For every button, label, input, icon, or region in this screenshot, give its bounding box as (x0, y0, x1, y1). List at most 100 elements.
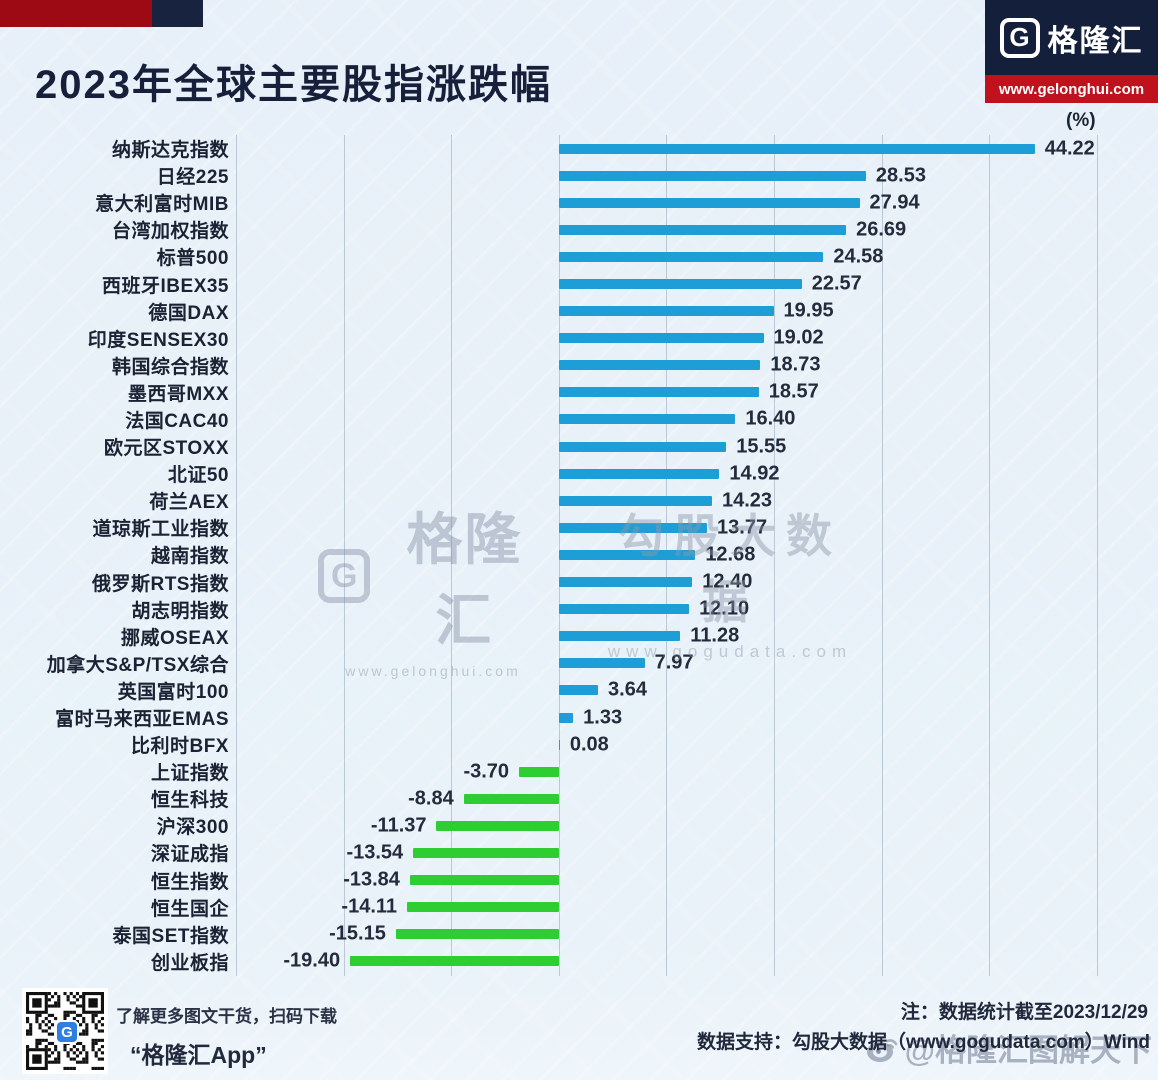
value-label: 12.68 (705, 543, 756, 566)
value-label: 12.40 (702, 570, 753, 593)
index-label: 意大利富时MIB (95, 194, 229, 216)
index-bar (558, 170, 866, 181)
index-label: 沪深300 (156, 817, 229, 839)
row-plot: -11.37 (236, 812, 1140, 839)
index-bar (558, 522, 708, 533)
chart-row: 韩国综合指数 18.73 (0, 352, 1158, 379)
value-label: 1.33 (583, 706, 623, 729)
chart-row: 西班牙IBEX35 22.57 (0, 270, 1158, 297)
index-label: 纳斯达克指数 (111, 140, 229, 162)
chart-row: 沪深300 -11.37 (0, 812, 1158, 839)
index-label: 加拿大S&P/TSX综合 (46, 654, 229, 676)
row-plot: 26.69 (236, 216, 1140, 243)
row-plot: 28.53 (236, 162, 1140, 189)
row-plot: 18.73 (236, 352, 1140, 379)
index-bar (558, 251, 824, 262)
row-plot: 14.23 (236, 487, 1140, 514)
row-plot: -3.70 (236, 758, 1140, 785)
chart-row: 比利时BFX 0.08 (0, 731, 1158, 758)
bar-chart: 纳斯达克指数 44.22 日经225 28.53 意大利富时MIB 27.94 台湾加权指数… (0, 135, 1158, 976)
index-label: 西班牙IBEX35 (102, 275, 229, 297)
grid-line--10 (451, 135, 453, 976)
index-bar (558, 279, 802, 290)
index-label: 道琼斯工业指数 (92, 519, 229, 541)
chart-row: 荷兰AEX 14.23 (0, 487, 1158, 514)
row-plot: -14.11 (236, 894, 1140, 921)
index-bar (436, 820, 559, 831)
index-bar (558, 468, 720, 479)
index-label: 荷兰AEX (149, 492, 229, 514)
value-label: -15.15 (329, 922, 386, 945)
header-red-block (0, 0, 152, 27)
index-bar (558, 685, 599, 696)
value-label: 26.69 (856, 218, 907, 241)
chart-row: 欧元区STOXX 15.55 (0, 433, 1158, 460)
index-bar (558, 360, 761, 371)
chart-row: 意大利富时MIB 27.94 (0, 189, 1158, 216)
index-label: 恒生指数 (150, 871, 229, 893)
row-plot: 15.55 (236, 433, 1140, 460)
index-label: 俄罗斯RTS指数 (91, 573, 229, 595)
chart-row: 加拿大S&P/TSX综合 7.97 (0, 650, 1158, 677)
row-plot: 19.02 (236, 325, 1140, 352)
index-label: 富时马来西亚EMAS (55, 709, 229, 731)
index-label: 欧元区STOXX (103, 438, 229, 460)
index-label: 日经225 (156, 167, 229, 189)
chart-row: 恒生指数 -13.84 (0, 867, 1158, 894)
chart-row: 富时马来西亚EMAS 1.33 (0, 704, 1158, 731)
index-bar (558, 224, 847, 235)
index-bar (558, 197, 860, 208)
index-bar (558, 441, 727, 452)
value-label: -3.70 (463, 760, 510, 783)
index-label: 越南指数 (150, 546, 229, 568)
page-title: 2023年全球主要股指涨跌幅 (35, 63, 552, 107)
value-label: 24.58 (833, 245, 884, 268)
row-plot: 0.08 (236, 731, 1140, 758)
chart-row: 英国富时100 3.64 (0, 677, 1158, 704)
row-plot: 12.68 (236, 541, 1140, 568)
index-bar (558, 306, 774, 317)
brand-logo: G 格隆汇 (985, 0, 1158, 75)
row-plot: 11.28 (236, 623, 1140, 650)
index-bar (558, 712, 574, 723)
chart-row: 印度SENSEX30 19.02 (0, 325, 1158, 352)
value-label: -19.40 (283, 949, 341, 972)
index-label: 上证指数 (150, 763, 229, 785)
chart-row: 道琼斯工业指数 13.77 (0, 514, 1158, 541)
index-label: 比利时BFX (130, 736, 229, 758)
qr-pattern (26, 992, 104, 1070)
index-bar (558, 631, 681, 642)
value-label: 16.40 (745, 407, 796, 430)
data-cutoff-note: 注：数据统计截至2023/12/29 (900, 1002, 1148, 1023)
grid-line--30 (236, 135, 237, 976)
index-bar (558, 549, 696, 560)
index-bar (413, 847, 559, 858)
value-label: 3.64 (608, 678, 647, 701)
data-source-note: 数据支持：勾股大数据（www.gogudata.com）Wind (696, 1032, 1150, 1053)
row-plot: 27.94 (236, 189, 1140, 216)
index-label: 胡志明指数 (131, 600, 229, 622)
chart-row: 日经225 28.53 (0, 162, 1158, 189)
index-bar (558, 577, 693, 588)
row-plot: 3.64 (236, 677, 1140, 704)
chart-row: 泰国SET指数 -15.15 (0, 921, 1158, 948)
index-label: 英国富时100 (117, 681, 229, 703)
index-bar (558, 333, 764, 344)
index-label: 标普500 (156, 248, 229, 270)
index-bar (558, 658, 645, 669)
index-label: 北证50 (167, 465, 229, 487)
index-bar (558, 495, 712, 506)
index-bar (350, 956, 559, 967)
qr-center-g-icon: G (55, 1020, 79, 1044)
index-label: 深证成指 (150, 844, 229, 866)
index-label: 法国CAC40 (125, 410, 229, 432)
index-bar (409, 875, 559, 886)
chart-row: 德国DAX 19.95 (0, 298, 1158, 325)
value-label: -13.84 (343, 868, 400, 891)
chart-row: 恒生国企 -14.11 (0, 894, 1158, 921)
chart-row: 北证50 14.92 (0, 460, 1158, 487)
app-name: “格隆汇App” (130, 1042, 267, 1068)
chart-row: 墨西哥MXX 18.57 (0, 379, 1158, 406)
index-bar (558, 604, 690, 615)
index-label: 德国DAX (148, 302, 229, 324)
